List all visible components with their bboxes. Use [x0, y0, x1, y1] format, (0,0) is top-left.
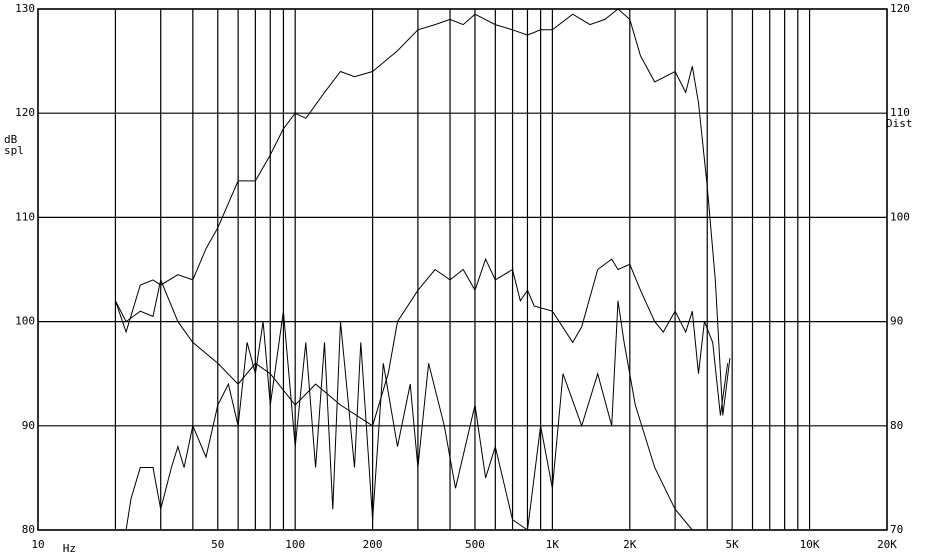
x-tick-label: 20K [877, 538, 897, 551]
x-tick-label: 1K [546, 538, 560, 551]
x-tick-label: 100 [285, 538, 305, 551]
y2-tick-label: 100 [890, 210, 910, 223]
y2-tick-label: 70 [890, 523, 903, 536]
x-axis-label: Hz [63, 542, 76, 555]
y-tick-label: 130 [15, 2, 35, 15]
x-tick-label: 10 [31, 538, 44, 551]
x-tick-label: 10K [800, 538, 820, 551]
y-axis-label: dB [4, 133, 18, 146]
x-tick-label: 50 [211, 538, 224, 551]
y2-tick-label: 80 [890, 419, 903, 432]
y2-axis-label: Dist [886, 117, 913, 130]
y-tick-label: 100 [15, 315, 35, 328]
y-tick-label: 80 [22, 523, 35, 536]
y2-tick-label: 90 [890, 315, 903, 328]
y-axis-label: spl [4, 144, 24, 157]
y-tick-label: 90 [22, 419, 35, 432]
x-tick-label: 5K [726, 538, 740, 551]
y2-tick-label: 110 [890, 106, 910, 119]
curve [114, 8, 731, 416]
x-tick-label: 500 [465, 538, 485, 551]
curve [114, 257, 729, 427]
y2-tick-label: 120 [890, 2, 910, 15]
y-tick-label: 120 [15, 106, 35, 119]
y-tick-label: 110 [15, 210, 35, 223]
x-tick-label: 2K [623, 538, 637, 551]
x-tick-label: 200 [363, 538, 383, 551]
curve [125, 300, 693, 531]
